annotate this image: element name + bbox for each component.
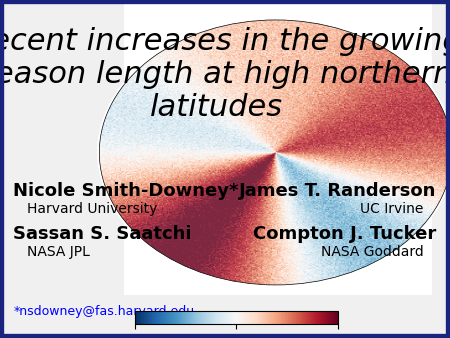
Text: Harvard University: Harvard University [27,202,157,216]
Text: *nsdowney@fas.harvard.edu: *nsdowney@fas.harvard.edu [14,305,194,318]
Text: NASA JPL: NASA JPL [27,245,90,259]
FancyBboxPatch shape [124,3,432,295]
Circle shape [97,18,450,287]
Text: James T. Randerson: James T. Randerson [239,182,436,200]
Text: UC Irvine: UC Irvine [360,202,423,216]
Text: Compton J. Tucker: Compton J. Tucker [253,225,436,243]
Text: Recent increases in the growing: Recent increases in the growing [0,27,450,55]
Text: NASA Goddard: NASA Goddard [321,245,423,259]
Text: latitudes: latitudes [149,93,283,122]
Text: Nicole Smith-Downey*: Nicole Smith-Downey* [14,182,239,200]
Text: Sassan S. Saatchi: Sassan S. Saatchi [14,225,192,243]
Text: season length at high northern: season length at high northern [0,60,450,89]
